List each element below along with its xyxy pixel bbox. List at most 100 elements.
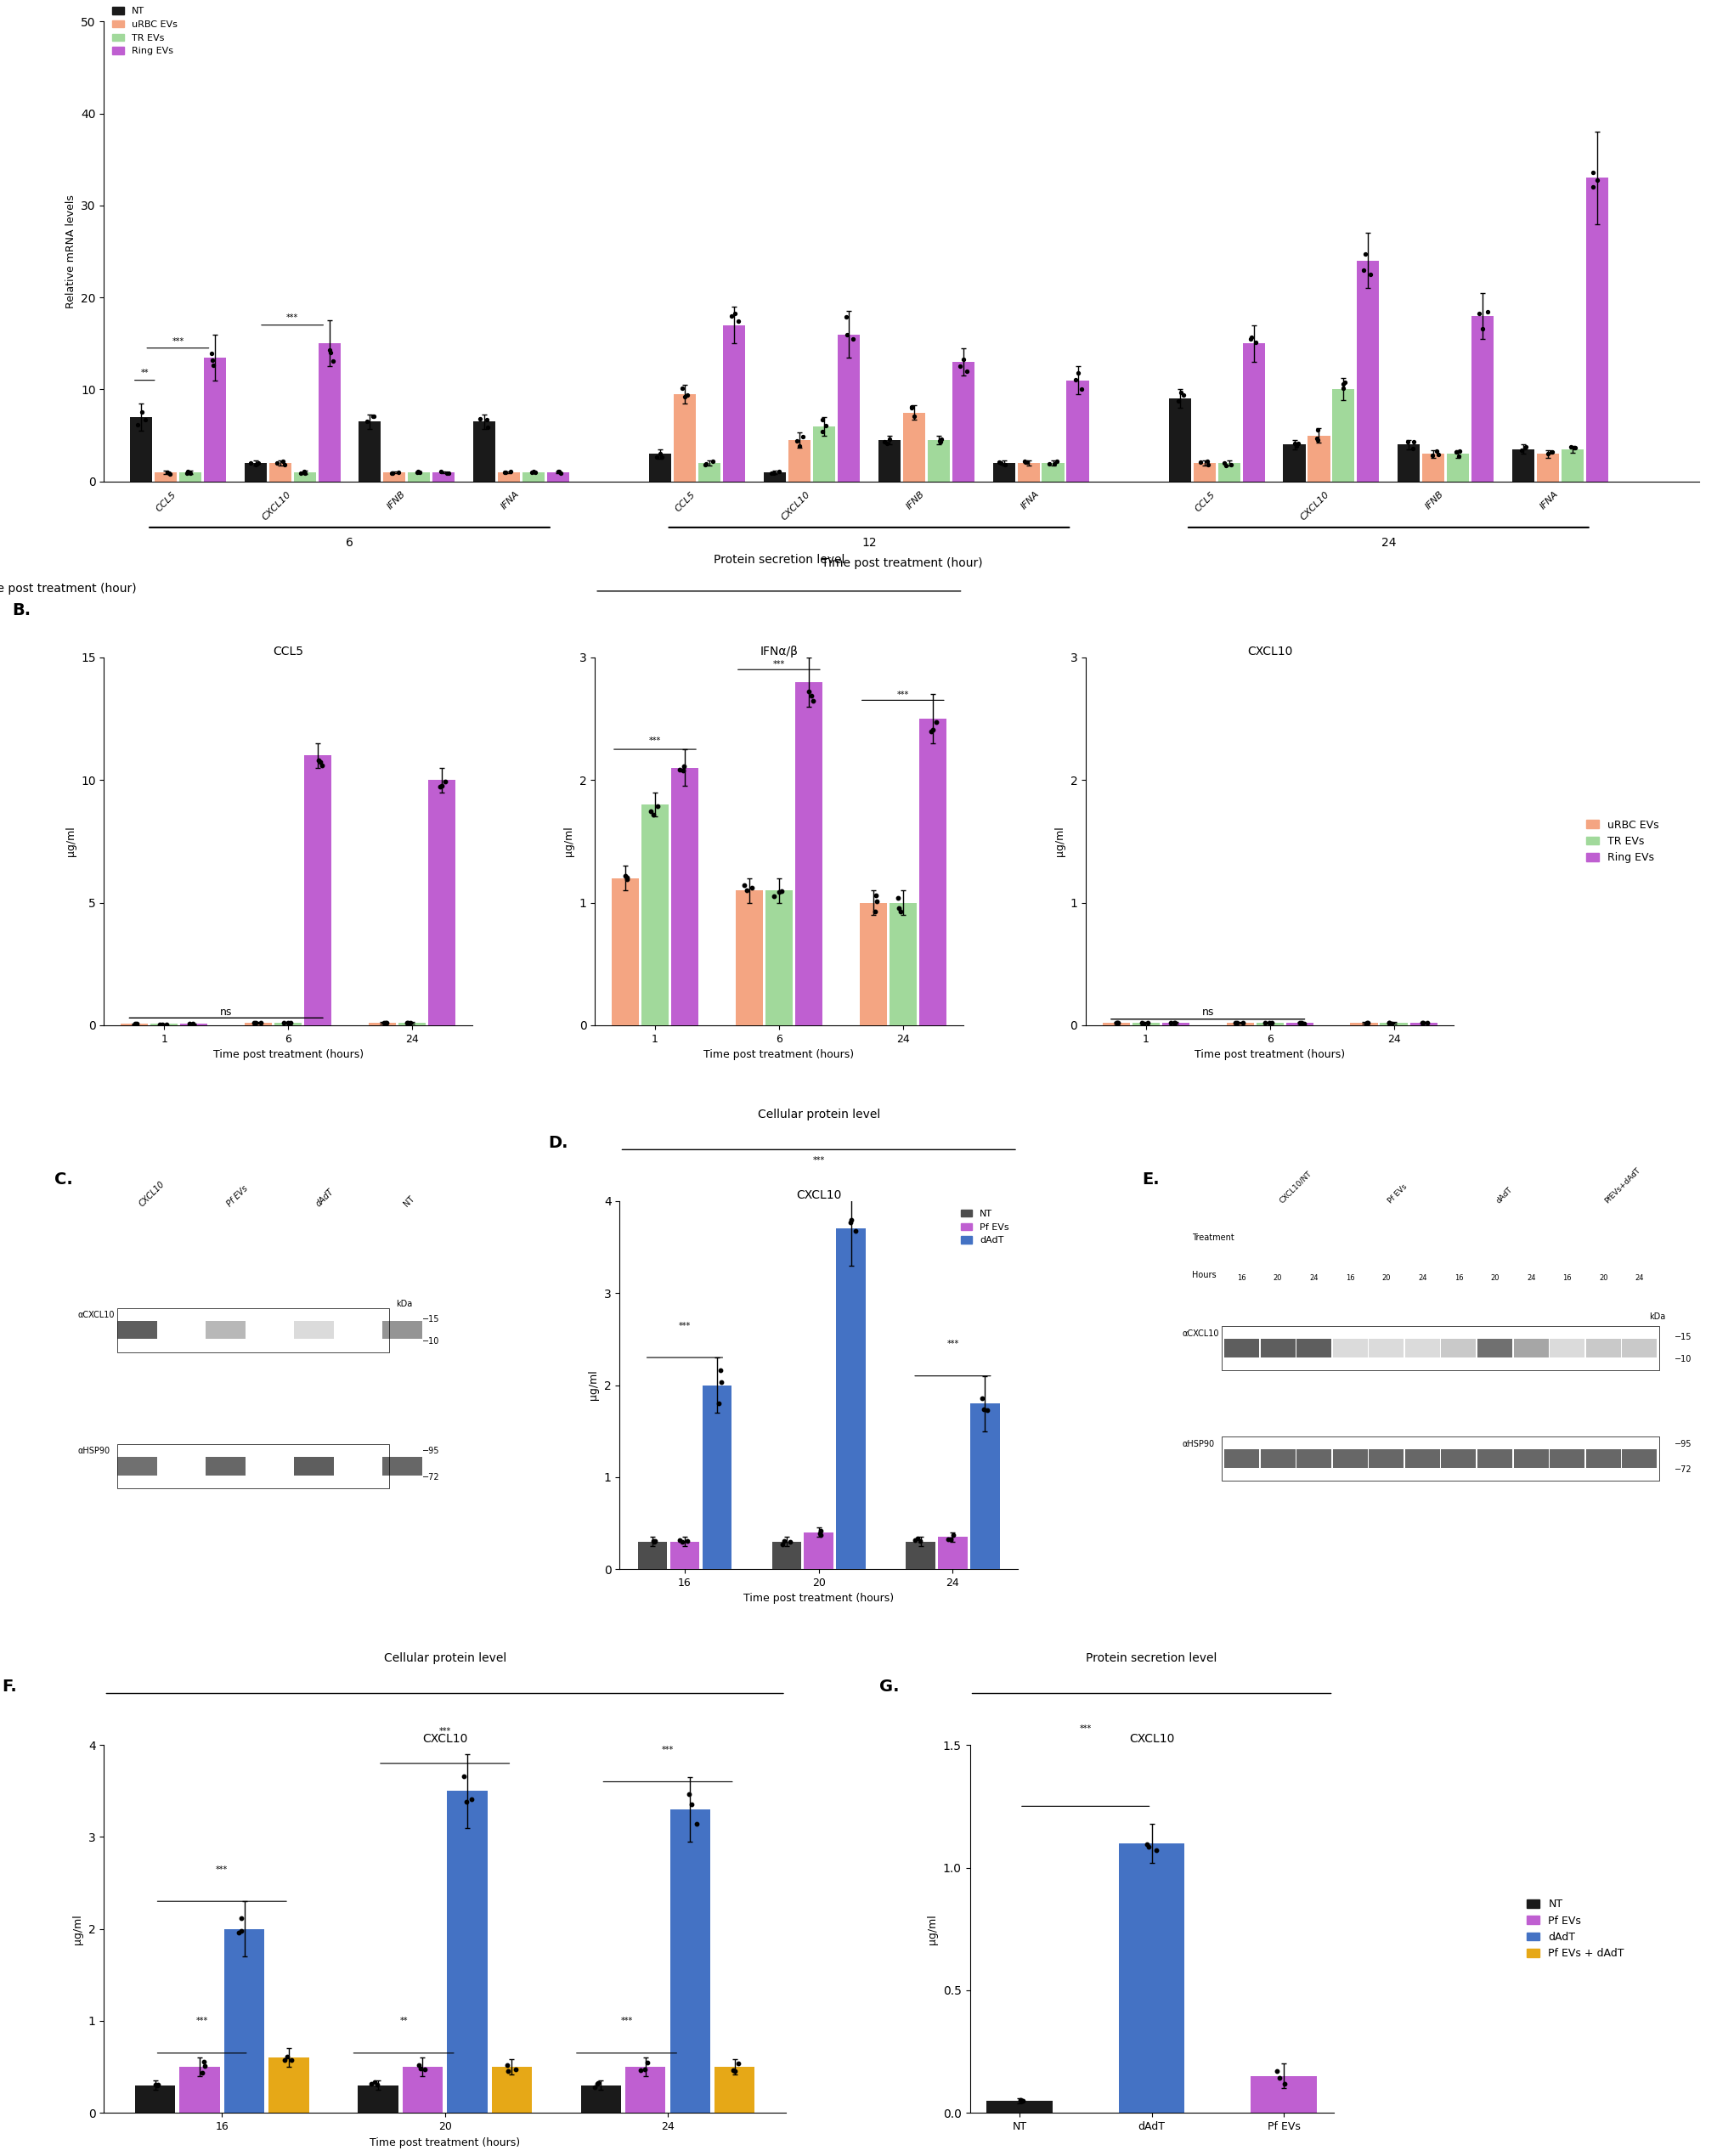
Bar bbox=[244, 464, 267, 481]
Point bbox=[1424, 433, 1451, 468]
Point bbox=[290, 455, 317, 489]
FancyBboxPatch shape bbox=[1297, 1339, 1332, 1358]
Point bbox=[730, 867, 758, 901]
FancyBboxPatch shape bbox=[1514, 1339, 1548, 1358]
Text: dAdT: dAdT bbox=[314, 1188, 335, 1210]
Point bbox=[1281, 427, 1309, 461]
Bar bbox=[1132, 1022, 1160, 1026]
Point bbox=[1252, 1007, 1280, 1041]
Point bbox=[269, 444, 297, 479]
Text: 24: 24 bbox=[1418, 1274, 1427, 1283]
Point bbox=[427, 770, 454, 804]
Point bbox=[496, 455, 524, 489]
Point bbox=[1162, 1005, 1190, 1039]
Point bbox=[274, 1005, 302, 1039]
Point bbox=[466, 401, 494, 436]
Point bbox=[1040, 446, 1068, 481]
FancyBboxPatch shape bbox=[1477, 1449, 1512, 1468]
Point bbox=[179, 1007, 206, 1041]
Bar bbox=[369, 1022, 395, 1026]
Point bbox=[1068, 373, 1096, 407]
Point bbox=[936, 1522, 964, 1557]
Bar bbox=[1446, 455, 1469, 481]
Point bbox=[737, 871, 765, 906]
Bar bbox=[669, 1542, 699, 1570]
FancyBboxPatch shape bbox=[1333, 1339, 1368, 1358]
Text: Pf EVs: Pf EVs bbox=[1387, 1184, 1408, 1205]
Point bbox=[645, 436, 673, 470]
Text: Hours: Hours bbox=[1191, 1270, 1216, 1279]
Point bbox=[683, 1807, 711, 1841]
Text: αHSP90: αHSP90 bbox=[1183, 1440, 1214, 1449]
Point bbox=[640, 798, 668, 832]
Bar bbox=[1410, 1022, 1437, 1026]
Point bbox=[271, 448, 298, 483]
Bar bbox=[763, 472, 786, 481]
Point bbox=[633, 2044, 661, 2078]
Point bbox=[759, 455, 787, 489]
Point bbox=[1353, 1007, 1380, 1041]
Point bbox=[1011, 444, 1039, 479]
Point bbox=[371, 1005, 399, 1039]
Point bbox=[1399, 431, 1427, 466]
Point bbox=[361, 2065, 388, 2100]
Bar bbox=[919, 718, 947, 1026]
Text: E.: E. bbox=[1143, 1171, 1160, 1188]
Point bbox=[759, 880, 787, 914]
Title: IFNα/β: IFNα/β bbox=[759, 645, 798, 658]
Point bbox=[678, 1787, 706, 1822]
Point bbox=[718, 300, 746, 334]
Bar bbox=[952, 362, 975, 481]
X-axis label: Time post treatment (hours): Time post treatment (hours) bbox=[213, 1050, 364, 1061]
Point bbox=[843, 1214, 870, 1248]
Point bbox=[1006, 2083, 1033, 2117]
X-axis label: Time post treatment (hours): Time post treatment (hours) bbox=[369, 2137, 520, 2147]
Y-axis label: μg/ml: μg/ml bbox=[1054, 826, 1065, 856]
FancyBboxPatch shape bbox=[1368, 1449, 1405, 1468]
Point bbox=[938, 1518, 966, 1552]
Point bbox=[1238, 319, 1266, 354]
X-axis label: Time post treatment (hours): Time post treatment (hours) bbox=[744, 1593, 895, 1604]
Title: CXCL10: CXCL10 bbox=[1247, 645, 1292, 658]
Y-axis label: Relative mRNA levels: Relative mRNA levels bbox=[66, 194, 76, 308]
Point bbox=[917, 714, 945, 748]
Point bbox=[385, 455, 413, 489]
Point bbox=[969, 1391, 997, 1425]
Point bbox=[473, 401, 501, 436]
Point bbox=[898, 390, 926, 425]
Point bbox=[1242, 326, 1269, 360]
Point bbox=[721, 295, 749, 330]
Point bbox=[675, 1777, 702, 1811]
Point bbox=[832, 317, 860, 351]
Point bbox=[1535, 436, 1562, 470]
Bar bbox=[357, 2085, 399, 2113]
Point bbox=[671, 748, 699, 783]
FancyBboxPatch shape bbox=[1514, 1449, 1548, 1468]
Point bbox=[614, 860, 642, 895]
Point bbox=[798, 679, 825, 714]
Bar bbox=[994, 464, 1014, 481]
Point bbox=[1103, 1005, 1131, 1039]
Point bbox=[1160, 1005, 1188, 1039]
FancyBboxPatch shape bbox=[383, 1322, 423, 1339]
Point bbox=[378, 455, 406, 489]
Point bbox=[1302, 420, 1330, 455]
Bar bbox=[428, 780, 456, 1026]
Bar bbox=[154, 472, 177, 481]
Point bbox=[179, 1007, 206, 1041]
Point bbox=[404, 455, 432, 489]
Point bbox=[1538, 436, 1566, 470]
Point bbox=[1271, 2068, 1299, 2102]
Point bbox=[406, 455, 434, 489]
Point bbox=[491, 455, 518, 489]
Point bbox=[544, 455, 572, 489]
Text: B.: B. bbox=[12, 602, 31, 619]
Text: ***: *** bbox=[649, 737, 661, 744]
Bar bbox=[638, 1542, 668, 1570]
Point bbox=[1011, 444, 1039, 479]
Point bbox=[1304, 412, 1332, 446]
Point bbox=[1469, 313, 1496, 347]
Point bbox=[952, 354, 980, 388]
Point bbox=[520, 455, 548, 489]
Point bbox=[973, 1393, 1001, 1427]
